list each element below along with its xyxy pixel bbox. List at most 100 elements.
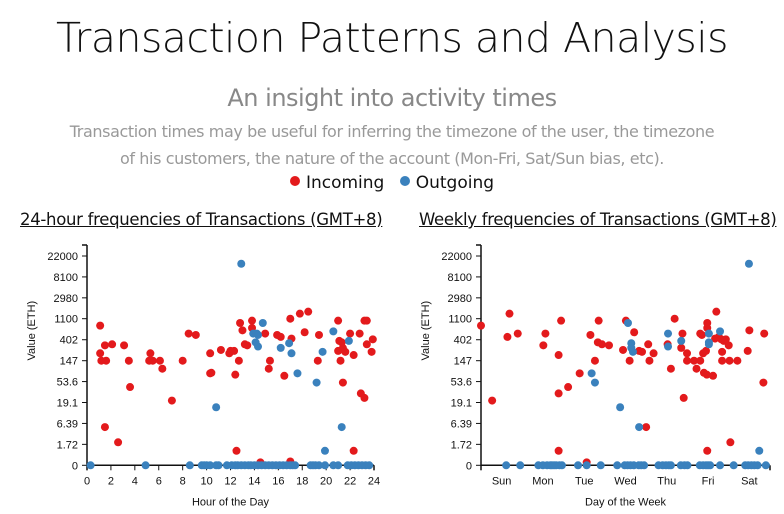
- hourly-outgoing-point: [141, 461, 150, 470]
- weekly-incoming-point: [745, 326, 754, 335]
- hourly-incoming-point: [336, 356, 345, 365]
- weekly-outgoing-point: [574, 461, 583, 470]
- legend-item-outgoing: Outgoing: [399, 173, 494, 193]
- weekly-outgoing-point: [628, 347, 637, 356]
- weekly-outgoing-point: [623, 319, 632, 328]
- hourly-incoming-point: [346, 329, 355, 338]
- weekly-incoming-point: [505, 309, 514, 318]
- hourly-incoming-point: [367, 347, 376, 356]
- weekly-y-tick-label: 0: [466, 460, 472, 472]
- weekly-incoming-point: [564, 383, 573, 392]
- hourly-x-tick-label: 8: [180, 475, 186, 487]
- hourly-x-tick-label: 18: [296, 475, 308, 487]
- weekly-incoming-point: [554, 351, 563, 360]
- hourly-outgoing-point: [185, 461, 194, 470]
- weekly-incoming-point: [721, 335, 730, 344]
- hourly-incoming-point: [108, 340, 117, 349]
- page-title: Transaction Patterns and Analysis: [55, 14, 729, 62]
- hourly-incoming-point: [230, 346, 239, 355]
- hourly-outgoing-point: [365, 461, 374, 470]
- weekly-outgoing-point: [502, 461, 511, 470]
- weekly-y-tick-label: 8100: [448, 272, 472, 284]
- weekly-incoming-point: [724, 341, 733, 350]
- weekly-y-tick-label: 6.39: [451, 418, 472, 430]
- weekly-incoming-point: [642, 423, 651, 432]
- hourly-y-tick-label: 1.72: [57, 439, 78, 451]
- weekly-incoming-point: [630, 328, 639, 337]
- weekly-incoming-point: [703, 446, 712, 455]
- hourly-incoming-point: [232, 446, 241, 455]
- weekly-incoming-point: [726, 438, 735, 447]
- chart-title-weekly: Weekly frequencies of Transactions (GMT+…: [419, 210, 777, 229]
- legend: Incoming Outgoing: [0, 173, 784, 193]
- hourly-incoming-point: [231, 370, 240, 379]
- weekly-outgoing-point: [582, 461, 591, 470]
- description-line-2: of his customers, the nature of the acco…: [120, 149, 664, 168]
- weekly-incoming-point: [683, 356, 692, 365]
- weekly-incoming-point: [619, 345, 628, 354]
- weekly-outgoing-point: [640, 461, 649, 470]
- hourly-x-tick-label: 0: [84, 475, 90, 487]
- hourly-incoming-point: [234, 356, 243, 365]
- hourly-outgoing-point: [254, 330, 263, 339]
- hourly-outgoing-point: [314, 461, 323, 470]
- hourly-incoming-point: [314, 330, 323, 339]
- weekly-incoming-point: [733, 356, 742, 365]
- weekly-incoming-point: [554, 446, 563, 455]
- weekly-outgoing-point: [635, 423, 644, 432]
- hourly-y-tick-label: 0: [72, 460, 78, 472]
- chart-title-hourly: 24-hour frequencies of Transactions (GMT…: [20, 210, 383, 229]
- legend-label: Incoming: [305, 173, 385, 193]
- weekly-outgoing-point: [590, 378, 599, 387]
- weekly-outgoing-point: [664, 342, 673, 351]
- weekly-outgoing-point: [664, 329, 673, 338]
- hourly-incoming-point: [334, 316, 343, 325]
- weekly-incoming-point: [503, 332, 512, 341]
- weekly-outgoing-point: [744, 259, 753, 268]
- weekly-incoming-point: [759, 378, 768, 387]
- weekly-incoming-point: [604, 341, 613, 350]
- hourly-x-tick-label: 10: [200, 475, 212, 487]
- weekly-outgoing-point: [616, 403, 625, 412]
- hourly-x-tick-label: 20: [320, 475, 332, 487]
- weekly-incoming-point: [677, 343, 686, 352]
- hourly-incoming-point: [243, 341, 252, 350]
- weekly-incoming-point: [718, 347, 727, 356]
- hourly-x-tick-label: 24: [368, 475, 380, 487]
- weekly-y-axis-label: Value (ETH): [420, 301, 432, 361]
- hourly-incoming-point: [207, 368, 216, 377]
- weekly-incoming-point: [590, 356, 599, 365]
- weekly-incoming-point: [709, 371, 718, 380]
- page-subtitle: An insight into activity times: [227, 84, 557, 112]
- hourly-outgoing-point: [287, 349, 296, 358]
- hourly-incoming-point: [349, 446, 358, 455]
- weekly-incoming-point: [649, 349, 658, 358]
- hourly-incoming-point: [276, 332, 285, 341]
- weekly-incoming-point: [666, 364, 675, 373]
- weekly-incoming-point: [670, 314, 679, 323]
- weekly-outgoing-point: [677, 336, 686, 345]
- hourly-incoming-point: [158, 364, 167, 373]
- hourly-incoming-point: [341, 347, 350, 356]
- hourly-outgoing-point: [258, 319, 267, 328]
- weekly-x-tick-label: Fri: [702, 475, 715, 487]
- hourly-outgoing-point: [293, 369, 302, 378]
- hourly-x-tick-label: 4: [132, 475, 138, 487]
- hourly-incoming-point: [206, 349, 215, 358]
- weekly-outgoing-point: [613, 461, 622, 470]
- weekly-outgoing-point: [516, 461, 525, 470]
- hourly-incoming-point: [96, 349, 105, 358]
- hourly-outgoing-point: [237, 259, 246, 268]
- hourly-incoming-point: [261, 329, 270, 338]
- hourly-incoming-point: [304, 307, 313, 316]
- weekly-incoming-point: [702, 346, 711, 355]
- hourly-x-axis-label: Hour of the Day: [192, 496, 270, 508]
- hourly-x-tick-label: 6: [156, 475, 162, 487]
- hourly-outgoing-point: [334, 461, 343, 470]
- weekly-incoming-point: [477, 321, 485, 330]
- weekly-x-tick-label: Sun: [492, 475, 512, 487]
- weekly-incoming-point: [586, 330, 595, 339]
- hourly-outgoing-point: [285, 339, 294, 348]
- weekly-incoming-point: [541, 329, 550, 338]
